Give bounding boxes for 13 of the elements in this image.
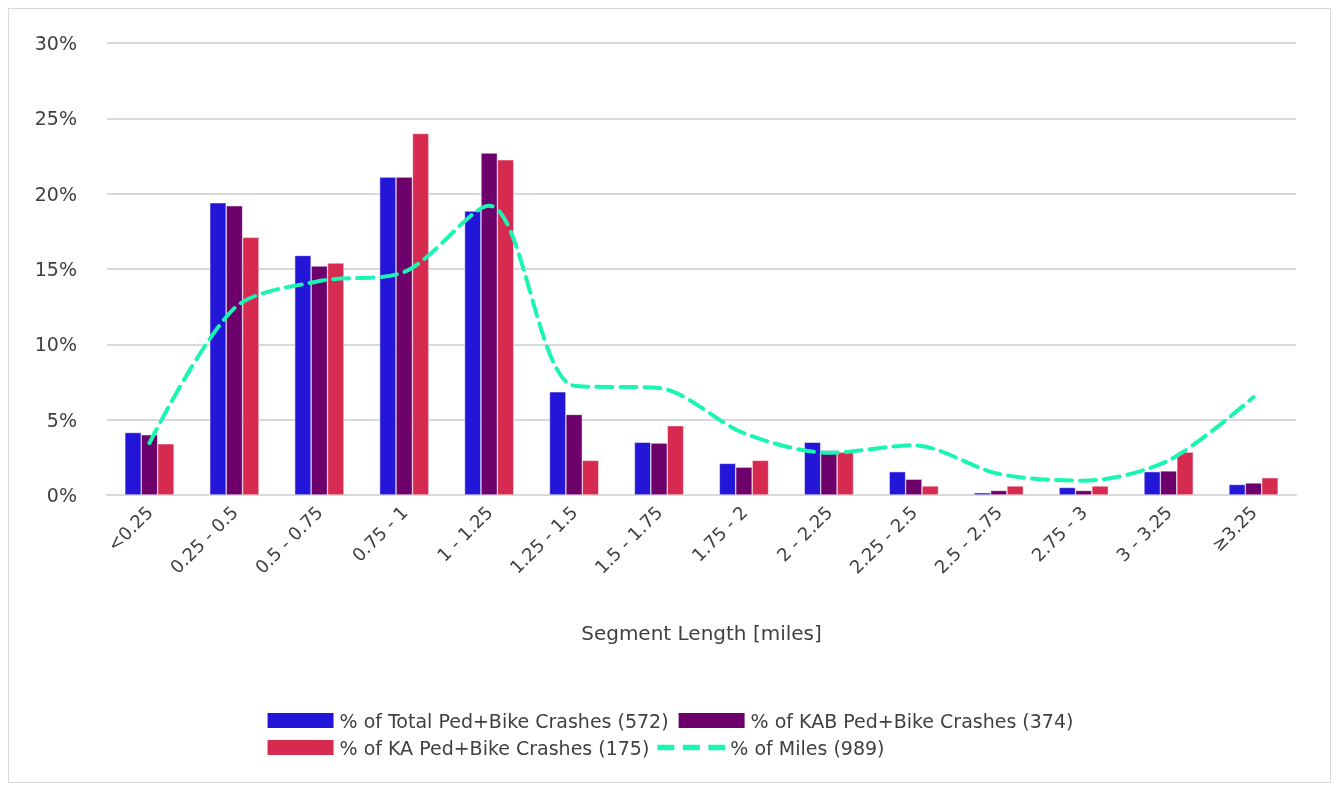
legend-label: % of Total Ped+Bike Crashes (572) [339,709,669,732]
legend-label: % of KAB Ped+Bike Crashes (374) [750,709,1074,732]
y-tick-label: 20% [34,182,77,205]
legend-label: % of Miles (989) [730,736,885,759]
y-tick-label: 0% [46,484,77,506]
y-tick-label: 15% [34,258,77,280]
legend-label: % of KA Ped+Bike Crashes (175) [339,736,650,759]
y-tick-label: 25% [34,107,77,130]
x-axis-title: Segment Length [miles] [581,621,822,645]
line-series [147,203,1256,483]
y-tick-label: 5% [46,408,77,431]
y-tick-label: 10% [34,333,77,356]
y-tick-label: 30% [34,32,77,54]
